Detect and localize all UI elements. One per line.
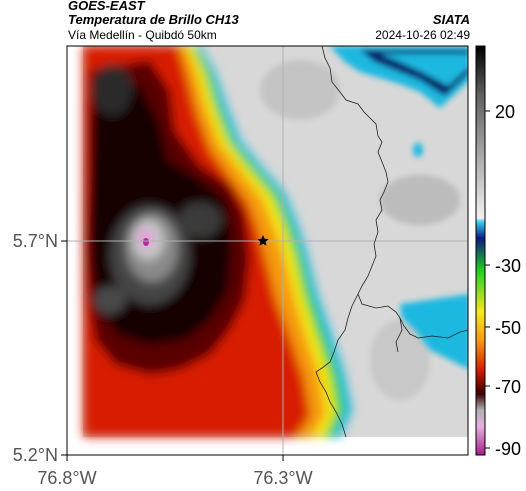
coldest-pixel xyxy=(143,238,149,246)
colorbar-ticks xyxy=(485,110,490,449)
no-data-bottom xyxy=(83,437,468,455)
border-line-east xyxy=(321,46,468,339)
y-tick-label-2: 5.2°N xyxy=(13,445,58,465)
plot-frame xyxy=(66,45,469,456)
colorbar-label-minus70: -70 xyxy=(495,377,521,397)
brightness-field xyxy=(67,46,468,455)
x-tick-label-1: 76.8°W xyxy=(37,468,96,488)
colorbar-label-minus30: -30 xyxy=(495,256,521,276)
satellite-name: GOES-EAST xyxy=(68,0,145,13)
datetime-label: 2024-10-26 02:49 xyxy=(375,28,470,42)
border-line-branch xyxy=(395,317,403,353)
x-tick-label-2: 76.3°W xyxy=(253,468,312,488)
no-data-strip xyxy=(67,46,83,455)
gridlines xyxy=(67,46,468,455)
cyan-cells xyxy=(330,46,468,369)
region-subtitle: Vía Medellín - Quibdó 50km xyxy=(68,28,217,42)
border-line-south xyxy=(315,293,359,438)
colorbar xyxy=(475,45,486,456)
y-tick-label-1: 5.7°N xyxy=(13,231,58,251)
city-marker-star-icon xyxy=(257,235,269,246)
colorbar-label-20: 20 xyxy=(495,102,515,122)
product-title: Temperatura de Brillo CH13 xyxy=(68,12,239,27)
axis-ticks xyxy=(61,240,284,461)
agency-label: SIATA xyxy=(432,12,470,27)
colorbar-label-minus90: -90 xyxy=(495,439,521,459)
colorbar-label-minus50: -50 xyxy=(495,318,521,338)
gray-texture xyxy=(260,60,460,400)
